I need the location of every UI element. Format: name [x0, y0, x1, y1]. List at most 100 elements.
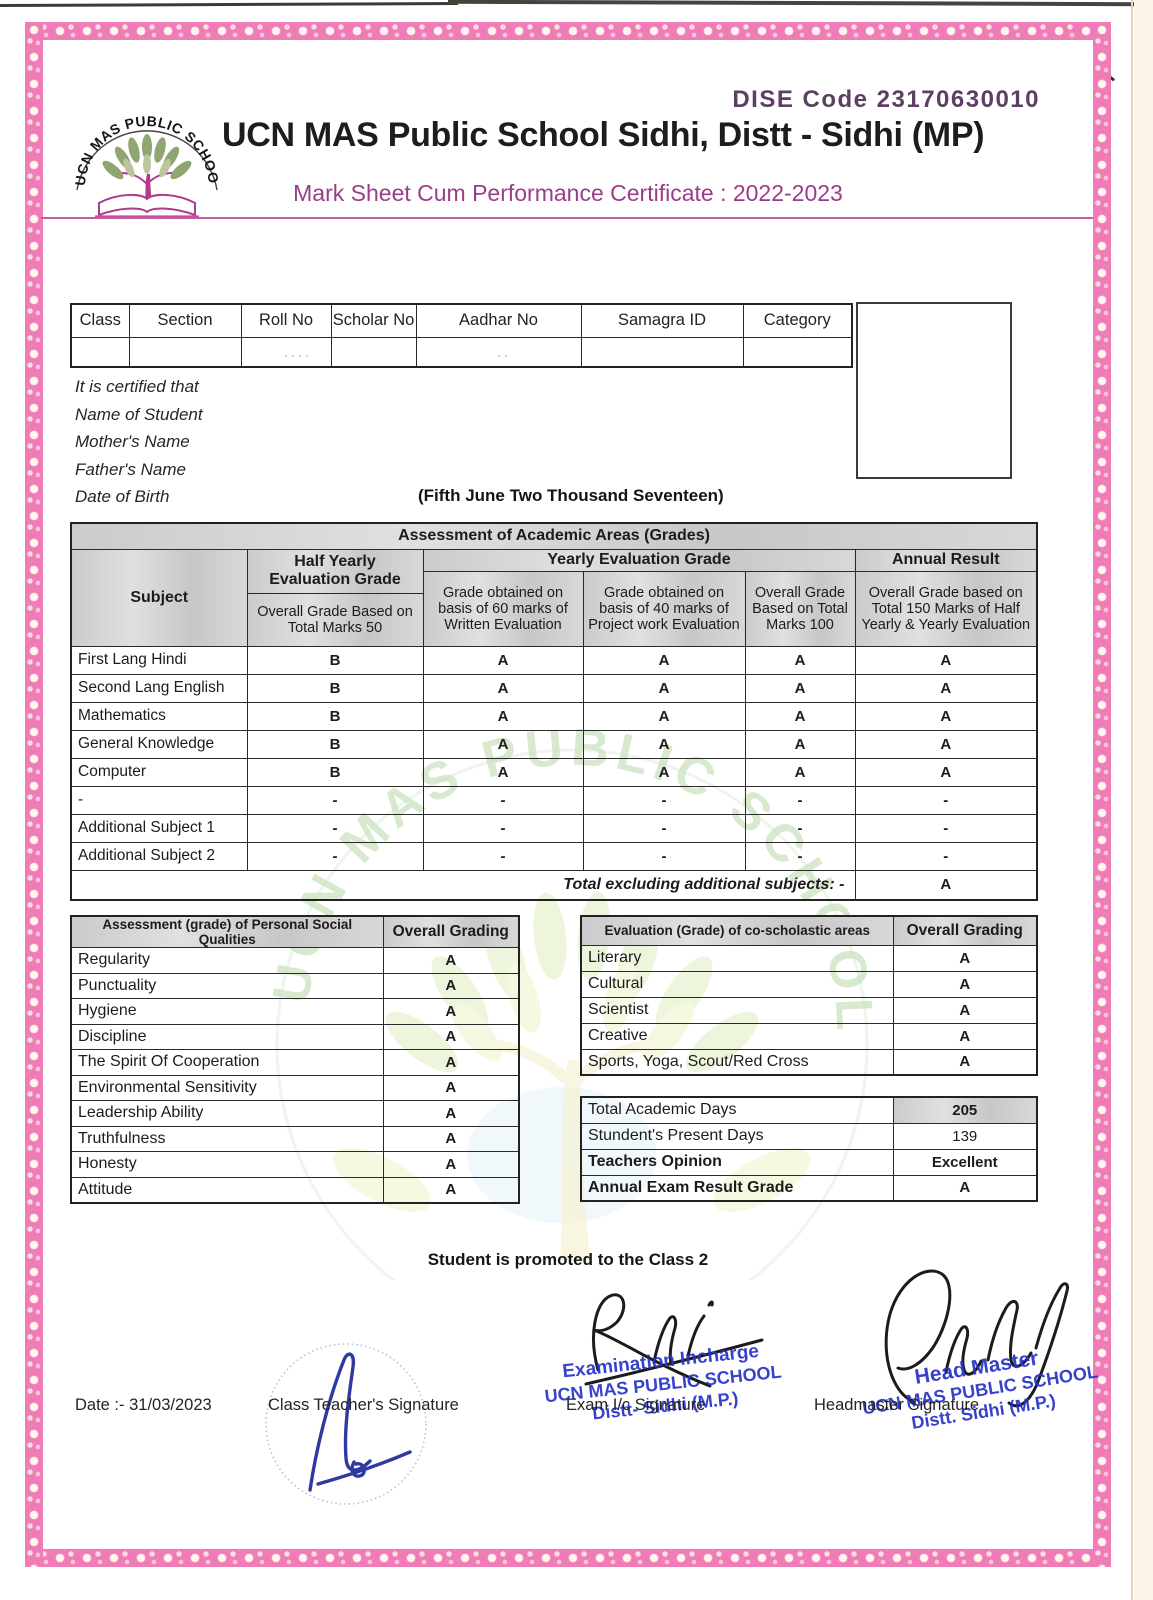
certified-block: It is certified that Name of Student Mot… [75, 377, 203, 515]
grade-cell: A [854, 757, 1038, 787]
quality-label: Environmental Sensitivity [70, 1074, 384, 1101]
grade-cell: - [582, 841, 746, 871]
quality-row: The Spirit Of Cooperation A [70, 1049, 520, 1076]
cos-grade: A [892, 1022, 1038, 1050]
grade-cell: - [744, 841, 856, 871]
quality-grade: A [382, 972, 520, 999]
grade-cell: A [582, 701, 746, 731]
category-value [742, 336, 853, 368]
class-value [70, 336, 130, 368]
cos-row: Literary A [580, 944, 1038, 972]
subject-row: Additional Subject 1 - - - - - [70, 813, 1038, 843]
half-yearly-line1: Half Yearly [294, 553, 376, 570]
summary-label: Annual Exam Result Grade [580, 1174, 894, 1202]
total-row: Total excluding additional subjects: - A [70, 869, 1038, 901]
grade-cell: A [582, 757, 746, 787]
quality-grade: A [382, 998, 520, 1025]
quality-row: Leadership Ability A [70, 1100, 520, 1127]
summary-value: A [892, 1174, 1038, 1202]
certified-line: It is certified that [75, 377, 199, 396]
cos-header-row: Evaluation (Grade) of co-scholastic area… [580, 915, 1038, 946]
summary-label: Total Academic Days [580, 1096, 894, 1124]
info-value-row [70, 336, 853, 368]
summary-row: Teachers Opinion Excellent [580, 1148, 1038, 1176]
grade-cell: - [582, 813, 746, 843]
promotion-statement: Student is promoted to the Class 2 [427, 1250, 709, 1269]
half-yearly-subheader: Overall Grade Based on Total Marks 50 [246, 592, 424, 647]
dise-code: DISE Code 23170630010 [732, 86, 1040, 113]
scan-artifact-line [0, 2, 459, 7]
summary-value: 139 [892, 1122, 1038, 1150]
annual-result-header: Annual Result [854, 548, 1038, 572]
grade-cell: B [246, 673, 424, 703]
frame-border-left [25, 22, 43, 1567]
grade-cell: - [422, 785, 584, 815]
subject-header: Subject [70, 548, 248, 647]
page-crease [1131, 0, 1133, 1600]
roll-no-value [240, 336, 332, 368]
headmaster-signature-label: Headmaster Signature [814, 1396, 980, 1414]
grade-cell: - [854, 841, 1038, 871]
summary-value: Excellent [892, 1148, 1038, 1176]
quality-label: Leadership Ability [70, 1100, 384, 1127]
grade-cell: A [582, 729, 746, 759]
quality-grade: A [382, 1023, 520, 1050]
grade-cell: A [854, 729, 1038, 759]
subject-row: First Lang Hindi B A A A A [70, 645, 1038, 675]
issue-date: Date :- 31/03/2023 [75, 1396, 212, 1414]
quality-row: Hygiene A [70, 998, 520, 1025]
subject-cell: Computer [70, 757, 248, 787]
col-class: Class [70, 303, 130, 338]
student-name-label: Name of Student [75, 404, 203, 424]
cos-label: Literary [580, 944, 894, 972]
subject-cell: Additional Subject 1 [70, 813, 248, 843]
grade-cell: - [582, 785, 746, 815]
headmaster-signature [884, 1269, 1069, 1408]
quality-label: Punctuality [70, 972, 384, 999]
quality-grade: A [382, 1049, 520, 1076]
round-stamp-outline [265, 1343, 427, 1505]
subject-row: Additional Subject 2 - - - - - [70, 841, 1038, 871]
grade-cell: A [422, 757, 584, 787]
quality-label: Truthfulness [70, 1125, 384, 1152]
grade-cell: A [422, 701, 584, 731]
quality-grade: A [382, 1125, 520, 1152]
mother-name-label: Mother's Name [75, 432, 190, 451]
grade-cell: - [744, 813, 856, 843]
psq-header-row: Assessment (grade) of Personal Social Qu… [70, 915, 520, 948]
logo-outer-arc [76, 130, 218, 191]
yearly-header: Yearly Evaluation Grade [422, 548, 856, 572]
grade-cell: B [246, 701, 424, 731]
subject-cell: Mathematics [70, 701, 248, 731]
grade-cell: A [854, 673, 1038, 703]
subject-cell: - [70, 785, 248, 815]
half-yearly-line2: Evaluation Grade [269, 571, 401, 588]
aadhar-no-value [415, 336, 582, 368]
cos-label: Sports, Yoga, Scout/Red Cross [580, 1048, 894, 1076]
scan-residue [497, 354, 500, 357]
quality-label: Honesty [70, 1151, 384, 1178]
col-roll-no: Roll No [240, 303, 332, 338]
logo-tree [102, 134, 192, 204]
cos-label: Creative [580, 1022, 894, 1050]
class-teacher-signature [265, 1343, 427, 1505]
samagra-id-value [580, 336, 744, 368]
summary-row: Annual Exam Result Grade A [580, 1174, 1038, 1202]
cos-grade: A [892, 1048, 1038, 1076]
grade-cell: B [246, 757, 424, 787]
subject-cell: First Lang Hindi [70, 645, 248, 675]
grade-cell: B [246, 729, 424, 759]
header-divider [41, 217, 1093, 219]
quality-label: Discipline [70, 1023, 384, 1050]
exam-incharge-signature [584, 1293, 764, 1388]
grade-cell: A [422, 673, 584, 703]
grade-cell: - [246, 813, 424, 843]
half-yearly-header: Half Yearly Evaluation Grade [246, 548, 424, 594]
quality-grade: A [382, 1074, 520, 1101]
cos-grading-header: Overall Grading [892, 915, 1038, 946]
subject-row: General Knowledge B A A A A [70, 729, 1038, 759]
frame-border-right [1093, 22, 1111, 1567]
certificate-subtitle: Mark Sheet Cum Performance Certificate :… [293, 180, 843, 206]
grade-cell: A [744, 729, 856, 759]
col-section: Section [128, 303, 242, 338]
